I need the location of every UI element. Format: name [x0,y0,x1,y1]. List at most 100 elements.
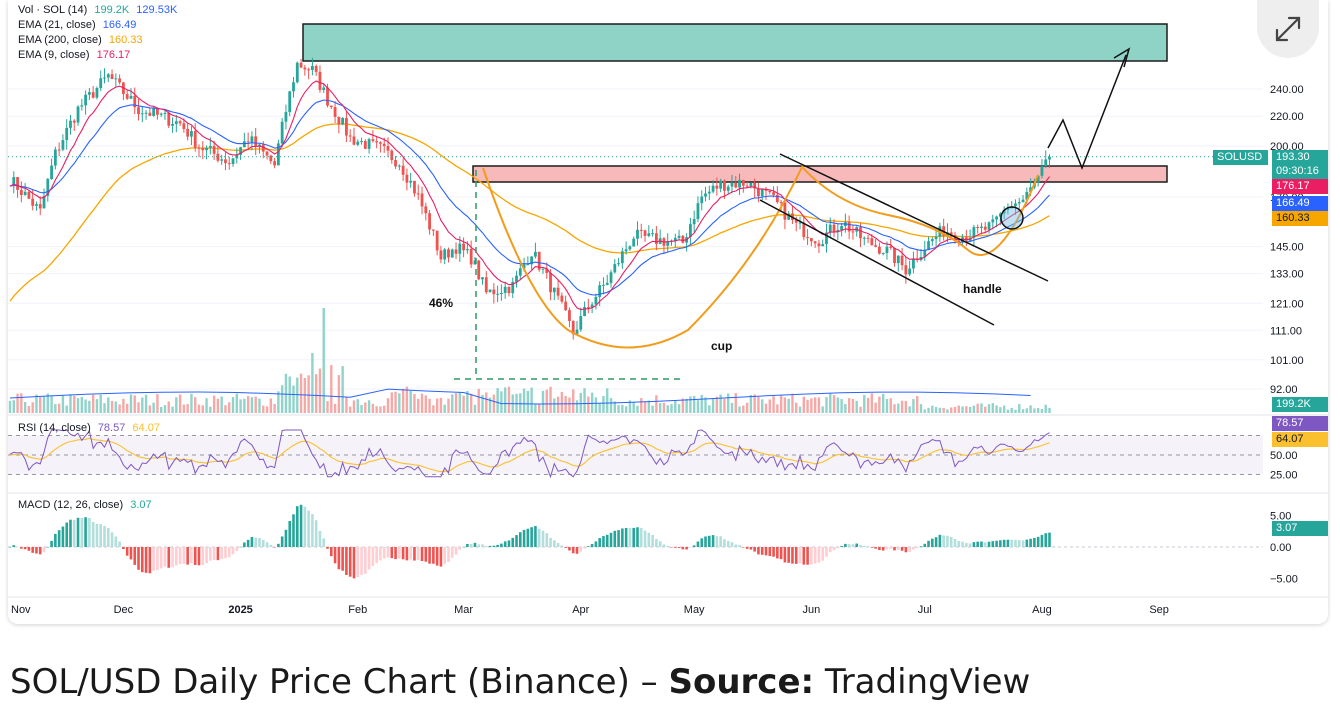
macd-histogram-bar [38,547,42,555]
volume-bar [957,405,960,413]
candle-body [726,186,730,191]
volume-bar [545,389,548,413]
candle-body [450,249,454,258]
volume-bar [239,399,242,413]
candle-body [193,131,197,148]
macd-histogram-bar [88,517,91,547]
macd-histogram-bar [1048,532,1051,547]
candle-body [757,188,760,197]
candle-body [208,146,212,148]
volume-bar [360,405,363,413]
macd-histogram-bar [23,547,27,550]
candle-body [23,191,27,196]
macd-histogram-bar [450,547,454,558]
macd-histogram-bar [723,539,726,547]
candle-body [133,95,137,108]
candle-body [583,307,586,316]
volume-bar [953,406,957,413]
macd-histogram-bar [57,530,61,547]
volume-bar [352,400,356,413]
candle-body [205,147,208,151]
candle-body [632,238,636,247]
macd-tick-label: −5.00 [1270,574,1298,586]
macd-histogram-bar [466,544,469,547]
volume-bar [692,396,696,413]
volume-bar [666,405,669,413]
volume-bar [88,400,91,413]
volume-bar [61,395,65,413]
volume-bar [163,405,167,413]
candle-body [741,179,745,186]
candle-body [481,277,484,280]
macd-histogram-bar [1029,538,1032,547]
candle-body [250,136,254,143]
macd-histogram-bar [435,547,439,566]
candle-body [352,136,356,145]
macd-histogram-bar [866,546,870,547]
volume-bar [685,398,688,413]
macd-histogram-bar [398,547,401,559]
macd-histogram-bar [250,536,254,547]
expand-button[interactable] [1257,0,1319,58]
macd-histogram-bar [299,504,303,547]
volume-bar [462,395,465,413]
macd-histogram-bar [216,547,220,561]
macd-histogram-bar [473,542,477,547]
candle-body [783,202,787,220]
macd-histogram-bar [995,540,998,547]
volume-bar [764,403,768,413]
volume-bar [481,394,484,413]
candle-body [488,289,492,293]
candle-body [515,275,518,282]
candle-body [91,92,95,98]
volume-bar [590,392,594,413]
volume-bar [583,388,586,413]
volume-bar [621,404,624,413]
candle-body [227,163,231,165]
macd-histogram-bar [753,547,756,552]
candle-body [949,232,953,235]
volume-bar [182,404,186,413]
macd-histogram-bar [99,524,103,547]
volume-bar [216,398,220,413]
macd-histogram-bar [957,540,961,547]
macd-histogram-bar [122,547,125,550]
candle-body [930,239,934,242]
macd-histogram-bar [110,532,114,547]
macd-histogram-bar [1014,539,1017,547]
legend-ema9: EMA (9, close) 176.17 [18,49,130,62]
macd-histogram-bar [20,547,23,549]
candle-body [972,227,976,238]
macd-histogram-bar [772,547,775,557]
macd-histogram-bar [768,547,772,556]
candle-body [447,249,450,258]
volume-bar [451,394,454,413]
candle-body [57,149,61,151]
volume-bar [893,404,896,413]
candle-body [125,94,129,99]
volume-bar [636,405,639,413]
volume-bar [783,397,787,413]
macd-histogram-bar [443,547,446,564]
candle-body [231,158,235,165]
volume-bar [57,403,61,413]
candle-body [847,222,851,232]
macd-value: 3.07 [130,499,152,511]
macd-histogram-bar [522,529,526,547]
macd-histogram-bar [670,547,673,548]
macd-histogram-bar [673,547,677,548]
candle-body [866,237,870,239]
candle-body [719,180,723,189]
macd-histogram-bar [1040,534,1044,547]
candle-body [163,112,167,114]
macd-histogram-bar [530,527,533,547]
candle-body [636,229,639,239]
macd-histogram-bar [284,529,288,547]
time-tick-label: Nov [11,604,31,616]
volume-bar [333,403,337,413]
macd-histogram-bar [1044,533,1048,547]
candle-body [1029,187,1032,192]
candle-body [401,165,405,175]
volume-bar [534,404,537,413]
